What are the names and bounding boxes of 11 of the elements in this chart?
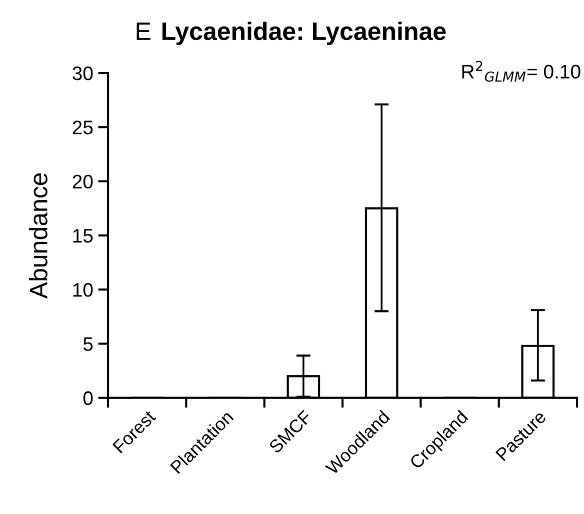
y-tick-label: 10	[73, 283, 93, 297]
y-tick-label: 0	[83, 391, 93, 406]
annotation: R$^{2}$$_{GLMM}$= 0.10	[462, 60, 580, 82]
y-tick-label: 20	[72, 174, 93, 189]
chart-title: Lycaenidae: Lycaeninae	[162, 22, 446, 46]
y-tick-label: 30	[72, 66, 93, 80]
y-axis-title: Abundance	[29, 173, 48, 299]
y-tick-label: 25	[72, 120, 93, 134]
text: E	[136, 22, 150, 40]
y-tick-label: 5	[83, 337, 93, 351]
y-tick-label: 15	[73, 229, 93, 243]
